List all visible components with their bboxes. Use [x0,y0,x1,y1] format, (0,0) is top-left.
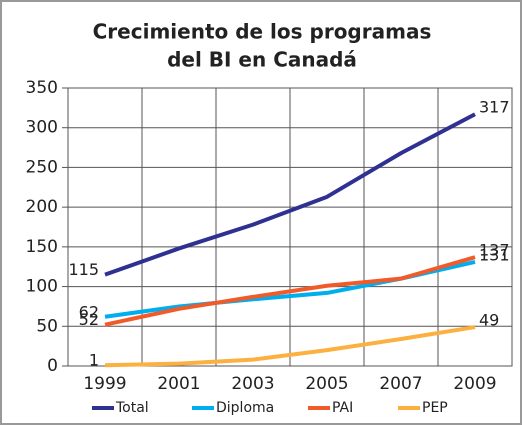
data-label: 115 [68,260,99,279]
data-label: 131 [479,245,510,264]
chart-title: Crecimiento de los programas [93,20,432,44]
data-label: 137 [479,241,510,260]
x-tick-label: 2001 [157,374,200,394]
y-tick-label: 250 [26,157,58,177]
x-tick-label: 1999 [83,374,126,394]
y-tick-label: 200 [26,197,58,217]
x-tick-label: 2005 [305,374,348,394]
chart-title: del BI en Canadá [167,48,357,72]
x-tick-label: 2003 [231,374,274,394]
legend-label: Diploma [216,400,274,416]
y-tick-label: 150 [26,237,58,257]
y-tick-label: 300 [26,118,58,138]
y-tick-label: 350 [26,78,58,98]
legend-label: PAI [332,400,353,416]
data-label: 52 [79,310,99,329]
data-label: 317 [479,98,510,117]
x-tick-label: 2009 [453,374,496,394]
legend-label: Total [115,400,149,416]
data-label: 62 [79,302,99,321]
x-tick-label: 2007 [379,374,422,394]
y-tick-label: 50 [36,316,58,336]
y-tick-label: 100 [26,277,58,297]
series-line [104,325,476,368]
data-label: 1 [89,351,99,370]
data-label: 49 [479,311,499,330]
y-tick-label: 0 [47,356,58,376]
legend-label: PEP [422,400,448,416]
series-line [104,255,476,327]
series-line [104,112,476,277]
